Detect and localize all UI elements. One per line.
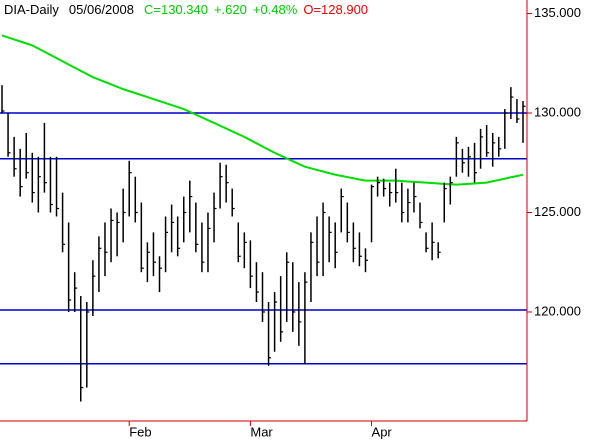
x-tick-label: Apr xyxy=(372,424,393,439)
quote-value: O=128.900 xyxy=(303,2,368,17)
chart-header: DIA-Daily 05/06/2008 C=130.340 +.620 +0.48% O… xyxy=(4,2,368,17)
y-tick-label: 125.000 xyxy=(534,204,581,219)
y-tick-label: 130.000 xyxy=(534,104,581,119)
y-tick-label: 120.000 xyxy=(534,303,581,318)
moving-average-line xyxy=(1,34,524,186)
chart-date: 05/06/2008 xyxy=(69,2,134,17)
quote-value: C=130.340 xyxy=(144,2,208,17)
chart-title: DIA-Daily xyxy=(4,2,59,17)
y-tick-label: 135.000 xyxy=(534,5,581,20)
quote-value: +0.48% xyxy=(253,2,298,17)
x-tick-label: Mar xyxy=(250,424,273,439)
quote-value: +.620 xyxy=(214,2,247,17)
x-tick-label: Feb xyxy=(129,424,151,439)
